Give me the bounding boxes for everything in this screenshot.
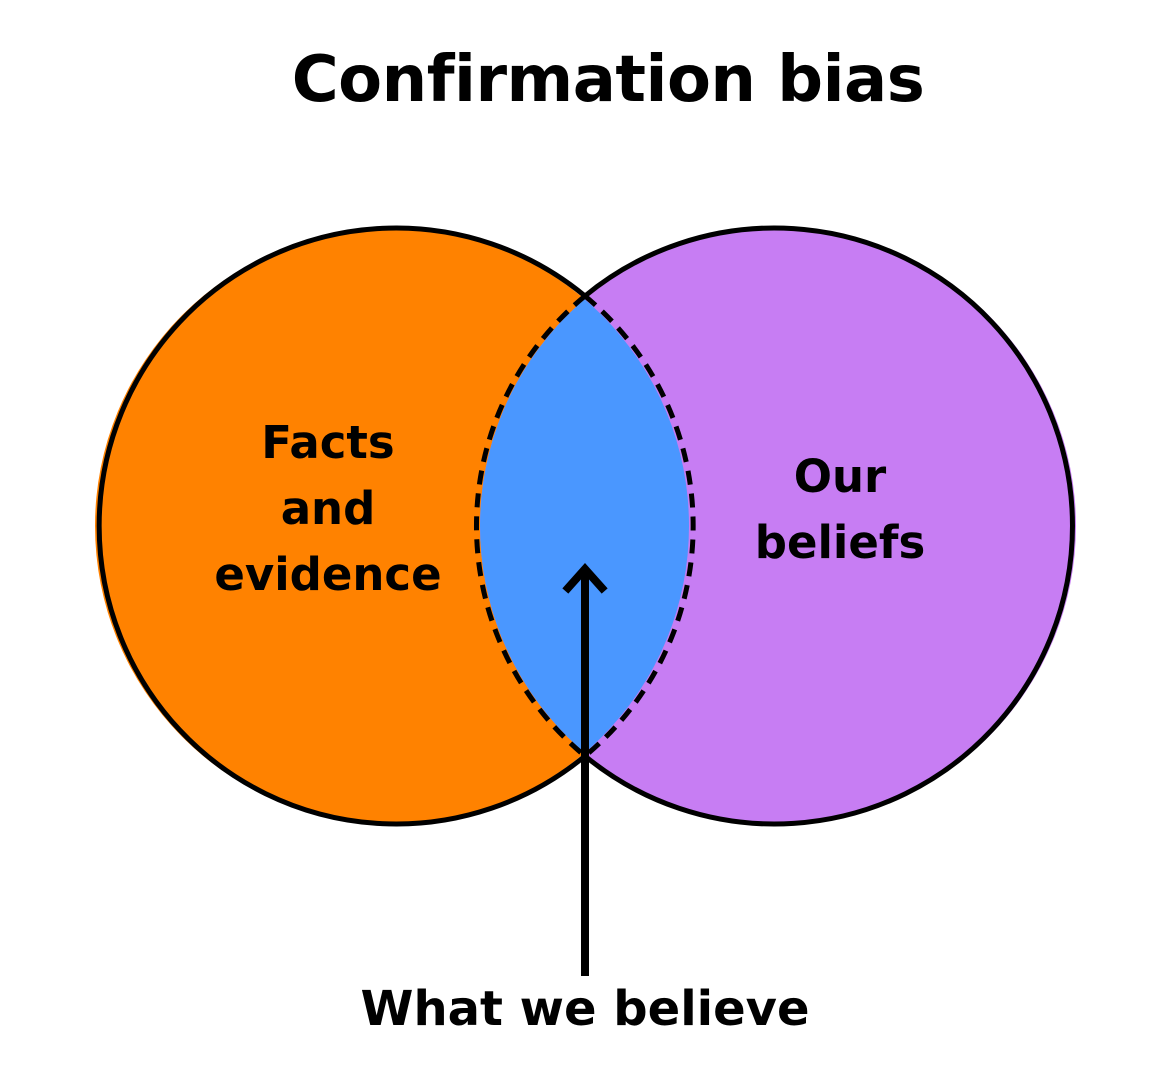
beliefs-label-line-2: beliefs [754, 516, 926, 569]
facts-label: Facts and evidence [178, 410, 478, 608]
facts-label-line-3: evidence [214, 548, 442, 601]
pointer-arrow-head [562, 563, 608, 594]
beliefs-label-line-1: Our [793, 450, 887, 503]
diagram-title: Confirmation bias [291, 43, 925, 117]
intersection-left-dashed-outline [474, 294, 587, 758]
beliefs-label: Our beliefs [700, 444, 980, 576]
facts-circle-outline [96, 225, 587, 827]
intersection-label: What we believe [360, 981, 810, 1037]
facts-label-line-2: and [280, 482, 376, 535]
intersection-right-dashed-outline [583, 294, 696, 758]
facts-label-line-1: Facts [261, 416, 395, 469]
intersection-region [480, 228, 689, 824]
beliefs-circle-outline [583, 225, 1075, 827]
